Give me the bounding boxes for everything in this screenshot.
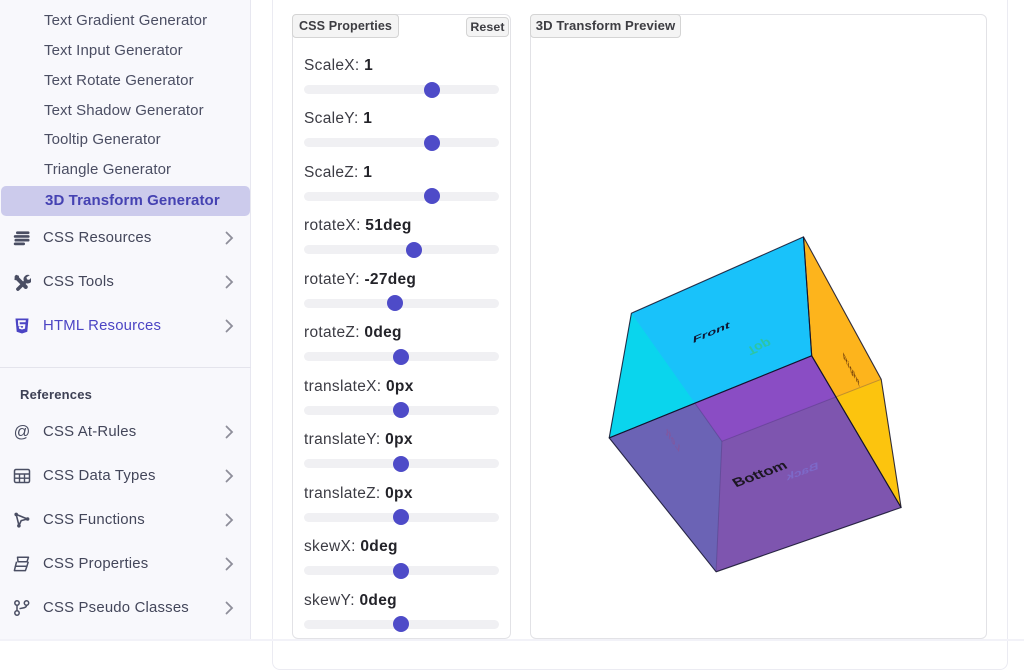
svg-text:@: @ (14, 423, 31, 441)
